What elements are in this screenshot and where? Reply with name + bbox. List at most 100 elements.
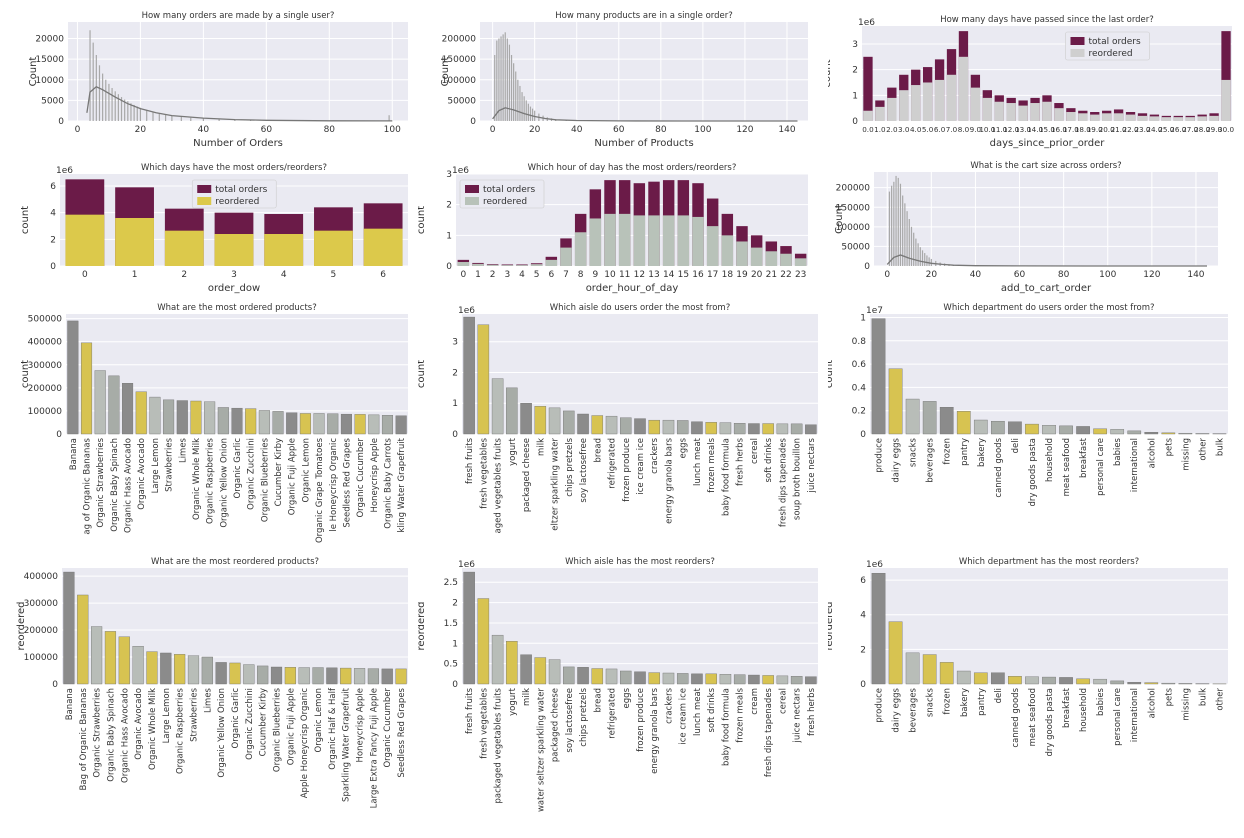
x-tick-label: 1 xyxy=(132,270,138,280)
histogram-bar xyxy=(900,184,901,266)
y-tick-label: 0.4 xyxy=(852,383,867,393)
x-tick-label: le Honeycrisp Organic xyxy=(329,438,339,532)
bar xyxy=(521,403,532,434)
x-tick-label: 6 xyxy=(548,270,554,280)
x-tick-label: chips pretzels xyxy=(565,437,575,496)
x-tick-label: Organic Strawberries xyxy=(93,687,103,777)
x-tick-label: 120 xyxy=(1143,270,1160,280)
x-tick-label: packaged vegetables fruits xyxy=(494,687,504,803)
x-tick-label: dairy eggs xyxy=(892,687,902,732)
histogram-bar xyxy=(146,110,147,121)
bar xyxy=(327,414,338,434)
x-tick-label: 3 xyxy=(231,270,237,280)
y-tick-label: 0.8 xyxy=(852,337,867,347)
bar xyxy=(163,400,174,434)
x-tick-label: 0 xyxy=(75,125,81,135)
bar-reordered xyxy=(531,264,542,266)
x-tick-label: soy lactosefree xyxy=(579,438,589,503)
x-tick-label: Seedless Red Grapes xyxy=(342,437,352,527)
chart-svg: Which days have the most orders/reorders… xyxy=(8,158,414,298)
bar xyxy=(396,669,407,684)
histogram-bar xyxy=(89,30,90,121)
bar-reordered xyxy=(648,215,659,266)
x-tick-label: canned goods xyxy=(1011,687,1021,747)
histogram-bar xyxy=(130,103,131,121)
histogram-bar xyxy=(918,243,919,266)
x-tick-label: 40 xyxy=(571,125,583,135)
bar xyxy=(202,657,213,684)
histogram-bar xyxy=(137,107,138,121)
histogram-bar xyxy=(513,63,514,121)
bar-reordered xyxy=(1138,116,1147,121)
chart-title: Which department do users order the most… xyxy=(943,303,1154,313)
scale-label: 1e6 xyxy=(858,18,875,28)
bar xyxy=(1008,422,1021,434)
x-tick-label: missing xyxy=(1181,688,1191,721)
x-tick-label: Organic Strawberries xyxy=(96,437,106,527)
x-tick-label: Organic Avocado xyxy=(134,688,144,760)
x-tick-label: Organic Yellow Onion xyxy=(217,688,227,778)
y-tick-label: 6 xyxy=(50,182,56,192)
histogram-bar xyxy=(134,105,135,121)
bar xyxy=(1059,677,1072,684)
bar-reordered xyxy=(604,214,615,266)
y-axis-label: reordered xyxy=(418,602,427,651)
y-axis-label: Count xyxy=(834,204,845,234)
y-tick-label: 0 xyxy=(470,117,476,127)
bar xyxy=(906,399,919,434)
bar-reordered xyxy=(707,226,718,266)
bar-reordered xyxy=(575,232,586,266)
bar xyxy=(706,674,717,684)
bar xyxy=(1162,433,1175,434)
chart-svg: How many products are in a single order?… xyxy=(418,8,824,156)
bar xyxy=(259,410,270,434)
x-tick-label: 20 xyxy=(751,270,763,280)
legend-swatch xyxy=(1071,49,1085,57)
x-tick-label: Organic Lemon xyxy=(301,438,311,502)
bar-reordered xyxy=(1162,117,1171,121)
y-tick-label: 100000 xyxy=(24,653,59,663)
x-tick-label: 1.0 xyxy=(874,125,886,134)
histogram-bar xyxy=(152,112,153,121)
x-tick-label: 18 xyxy=(722,270,734,280)
chart-title: Which aisle has the most reorders? xyxy=(565,557,715,567)
bar xyxy=(368,669,379,684)
bar-reordered xyxy=(751,248,762,266)
x-tick-label: fresh dips tapenades xyxy=(764,687,774,777)
histogram-bar xyxy=(165,115,166,121)
bar xyxy=(285,667,296,684)
histogram-bar xyxy=(524,96,525,121)
x-tick-label: baby food formula xyxy=(721,438,731,516)
x-tick-label: babies xyxy=(1096,687,1106,716)
y-tick-label: 0 xyxy=(452,680,458,690)
x-tick-label: Organic Yellow Onion xyxy=(219,438,229,528)
bar-reordered xyxy=(1150,116,1159,121)
bar-reordered xyxy=(1126,115,1135,121)
chart-svg: What are the most ordered products?01000… xyxy=(8,300,414,552)
bar xyxy=(464,572,475,684)
bar xyxy=(957,411,970,434)
scale-label: 1e6 xyxy=(458,306,475,316)
x-tick-label: 10 xyxy=(604,270,616,280)
bar xyxy=(777,676,788,684)
x-tick-label: bulk xyxy=(1198,688,1208,706)
x-axis-label: Number of Products xyxy=(594,138,693,149)
y-axis-label: count xyxy=(418,360,427,388)
x-tick-label: 6.0 xyxy=(934,125,946,134)
x-tick-label: international xyxy=(1130,688,1140,742)
bar xyxy=(634,672,645,684)
histogram-bar xyxy=(931,259,932,266)
y-tick-label: 500000 xyxy=(28,315,63,325)
x-tick-label: juice nectars xyxy=(807,437,817,493)
x-tick-label: frozen meals xyxy=(707,437,717,492)
x-tick-label: 11 xyxy=(619,270,630,280)
x-tick-label: Large Extra Fancy Fuji Apple xyxy=(369,688,379,808)
x-tick-label: Banana xyxy=(65,688,75,720)
histogram-bar xyxy=(532,109,533,121)
chart-title: What are the most ordered products? xyxy=(157,303,317,313)
bar xyxy=(940,662,953,684)
bar xyxy=(1008,676,1021,684)
x-tick-label: 0 xyxy=(82,270,88,280)
bar xyxy=(232,408,243,434)
